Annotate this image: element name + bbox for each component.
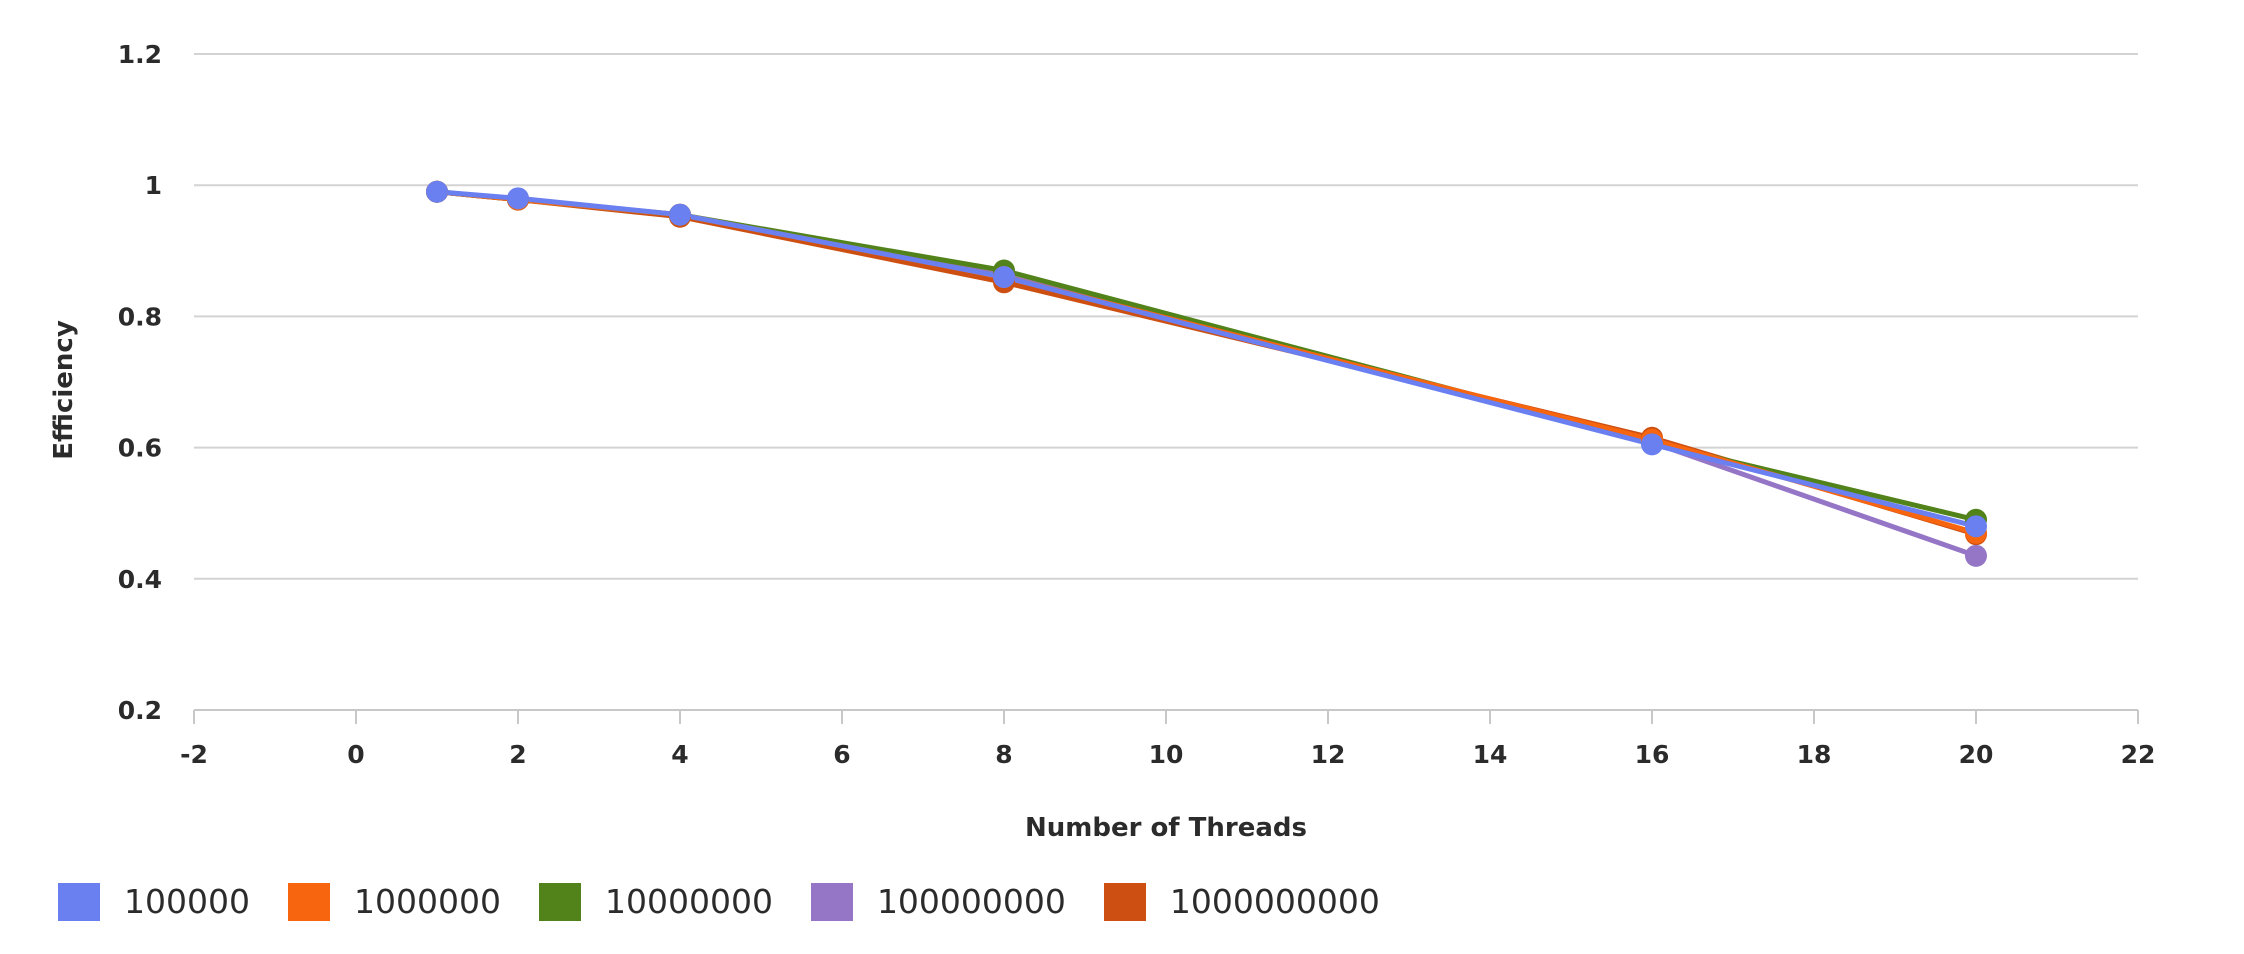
x-tick-label: 4 xyxy=(671,740,688,769)
y-tick-label: 0.8 xyxy=(118,302,162,331)
grid-lines xyxy=(194,53,2138,711)
x-tick-label: 22 xyxy=(2121,740,2156,769)
legend-swatch xyxy=(1103,882,1146,921)
legend: 100000 1000000 10000000 100000000 1000000000 xyxy=(58,882,1418,921)
x-tick-label: 0 xyxy=(347,740,364,769)
series-points xyxy=(426,180,1987,567)
legend-swatch xyxy=(287,882,330,921)
y-tick-label: 1.2 xyxy=(118,40,162,69)
legend-item-1000000[interactable]: 1000000 xyxy=(287,882,501,921)
series-line-1000000000 xyxy=(434,189,1979,537)
series-line-100000 xyxy=(434,189,1979,529)
data-point-100000000 xyxy=(1965,544,1987,567)
y-tick-label: 1 xyxy=(145,171,162,200)
legend-item-100000[interactable]: 100000 xyxy=(58,882,250,921)
legend-label: 100000 xyxy=(124,882,250,921)
x-tick-label: 10 xyxy=(1149,740,1184,769)
legend-swatch xyxy=(538,882,581,921)
series-line-10000000 xyxy=(434,189,1979,523)
data-point-100000 xyxy=(1965,515,1987,538)
series-line-1000000 xyxy=(434,189,1979,536)
legend-swatch xyxy=(58,882,100,921)
data-point-100000 xyxy=(1641,433,1663,456)
data-point-100000 xyxy=(426,180,448,203)
series-lines xyxy=(434,189,1979,559)
y-tick-label: 0.6 xyxy=(118,434,162,463)
data-point-100000 xyxy=(507,187,529,210)
y-tick-label: 0.4 xyxy=(118,565,162,594)
x-tick-label: -2 xyxy=(180,740,208,769)
x-tick-label: 12 xyxy=(1311,740,1346,769)
x-tick-label: 6 xyxy=(833,740,850,769)
legend-item-1000000000[interactable]: 1000000000 xyxy=(1103,882,1380,921)
series-line-100000000 xyxy=(434,189,1979,559)
legend-label: 10000000 xyxy=(604,882,773,921)
y-axis-ticks: 0.2 0.4 0.6 0.8 1 1.2 xyxy=(118,40,162,725)
legend-item-10000000[interactable]: 10000000 xyxy=(538,882,773,921)
legend-label: 1000000 xyxy=(353,882,501,921)
x-tick-label: 8 xyxy=(995,740,1012,769)
legend-label: 1000000000 xyxy=(1169,882,1380,921)
x-tick-label: 20 xyxy=(1959,740,1994,769)
x-axis: -2 0 2 4 6 8 10 12 14 16 18 20 22 xyxy=(180,709,2156,769)
data-point-100000 xyxy=(993,266,1015,289)
data-point-100000 xyxy=(669,203,691,226)
x-tick-label: 16 xyxy=(1635,740,1670,769)
y-axis-title: Efficiency xyxy=(49,320,79,460)
x-tick-label: 18 xyxy=(1797,740,1832,769)
x-axis-title: Number of Threads xyxy=(1025,813,1307,843)
y-tick-label: 0.2 xyxy=(118,696,162,725)
legend-swatch xyxy=(810,882,853,921)
x-tick-label: 14 xyxy=(1473,740,1508,769)
legend-label: 100000000 xyxy=(876,882,1066,921)
x-tick-label: 2 xyxy=(509,740,526,769)
legend-item-100000000[interactable]: 100000000 xyxy=(810,882,1066,921)
